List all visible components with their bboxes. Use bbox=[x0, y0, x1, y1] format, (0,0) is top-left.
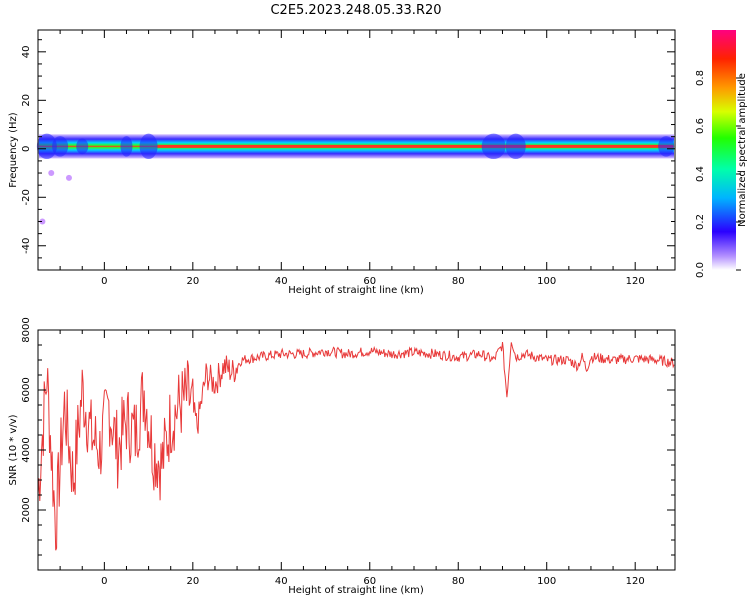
spectral-speck bbox=[39, 218, 46, 225]
colorbar-tick-label: 0.6 bbox=[695, 118, 706, 134]
colorbar-tick-label: 0.0 bbox=[695, 262, 706, 278]
spectrogram-x-tick-label: 100 bbox=[537, 276, 556, 287]
spectral-blob bbox=[505, 133, 526, 160]
snr-x-tick-label: 80 bbox=[452, 576, 465, 587]
snr-series-line bbox=[37, 342, 675, 551]
spectral-blob bbox=[120, 136, 133, 157]
spectral-blob bbox=[36, 133, 57, 160]
spectrogram-plot-area bbox=[37, 29, 676, 271]
snr-y-tick-label: 4000 bbox=[21, 437, 32, 462]
spectrogram-y-tick-label: -40 bbox=[21, 238, 32, 254]
snr-y-axis-label: SNR (10 * v/v) bbox=[8, 414, 19, 485]
spectrogram-y-axis-label: Frequency (Hz) bbox=[8, 112, 19, 188]
spectrogram-x-tick-label: 40 bbox=[275, 276, 288, 287]
colorbar: 0.0 0.2 0.4 0.6 0.8 Normalized spectral ampl… bbox=[695, 30, 748, 278]
spectrogram-x-axis: 0 20 40 60 80 100 120 bbox=[37, 30, 658, 287]
snr-y-tick-label: 8000 bbox=[21, 317, 32, 342]
snr-x-tick-label: 0 bbox=[101, 576, 107, 587]
colorbar-tick-label: 0.4 bbox=[695, 166, 706, 182]
spectrogram-x-tick-label: 20 bbox=[186, 276, 199, 287]
spectral-blob bbox=[658, 136, 675, 157]
spectrogram-x-axis-label: Height of straight line (km) bbox=[288, 285, 424, 296]
spectrogram-y-tick-label: 0 bbox=[21, 146, 32, 152]
colorbar-label: Normalized spectral amplitude bbox=[737, 73, 748, 227]
spectral-blob bbox=[52, 136, 69, 157]
spectral-blob bbox=[481, 133, 506, 160]
spectral-band bbox=[36, 133, 675, 225]
spectrogram-y-tick-label: 20 bbox=[21, 94, 32, 107]
snr-panel: 0 20 40 60 80 100 120 8000 6000 4000 2000 Height … bbox=[8, 317, 676, 596]
spectrogram-y-axis: 40 20 0 -20 -40 bbox=[21, 39, 675, 271]
snr-y-tick-label: 6000 bbox=[21, 377, 32, 402]
spectral-speck bbox=[48, 170, 55, 177]
spectrogram-x-tick-label: 60 bbox=[363, 276, 376, 287]
colorbar-tick-label: 0.8 bbox=[695, 70, 706, 86]
chart-title: C2E5.2023.248.05.33.R20 bbox=[270, 3, 441, 18]
spectrogram-x-tick-label: 0 bbox=[101, 276, 107, 287]
spectrogram-panel: 0 20 40 60 80 100 120 40 20 0 -20 -40 Height of st… bbox=[8, 29, 676, 296]
spectrogram-x-tick-label: 120 bbox=[626, 276, 645, 287]
spectral-speck bbox=[65, 174, 72, 181]
spectrogram-y-tick-label: 40 bbox=[21, 45, 32, 58]
colorbar-tick-label: 0.2 bbox=[695, 214, 706, 230]
snr-y-axis: 8000 6000 4000 2000 bbox=[21, 317, 675, 571]
snr-y-tick-label: 2000 bbox=[21, 497, 32, 522]
snr-x-tick-label: 60 bbox=[363, 576, 376, 587]
colorbar-gradient bbox=[712, 30, 736, 270]
snr-x-tick-label: 100 bbox=[537, 576, 556, 587]
spectrogram-x-tick-label: 80 bbox=[452, 276, 465, 287]
snr-x-axis-label: Height of straight line (km) bbox=[288, 585, 424, 596]
spectral-blob bbox=[76, 138, 89, 155]
snr-x-axis: 0 20 40 60 80 100 120 bbox=[37, 330, 658, 587]
snr-x-tick-label: 120 bbox=[626, 576, 645, 587]
spectrogram-y-tick-label: -20 bbox=[21, 189, 32, 205]
snr-x-tick-label: 40 bbox=[275, 576, 288, 587]
snr-x-tick-label: 20 bbox=[186, 576, 199, 587]
spectral-blob bbox=[139, 133, 158, 160]
colorbar-axis: 0.0 0.2 0.4 0.6 0.8 bbox=[695, 70, 741, 278]
